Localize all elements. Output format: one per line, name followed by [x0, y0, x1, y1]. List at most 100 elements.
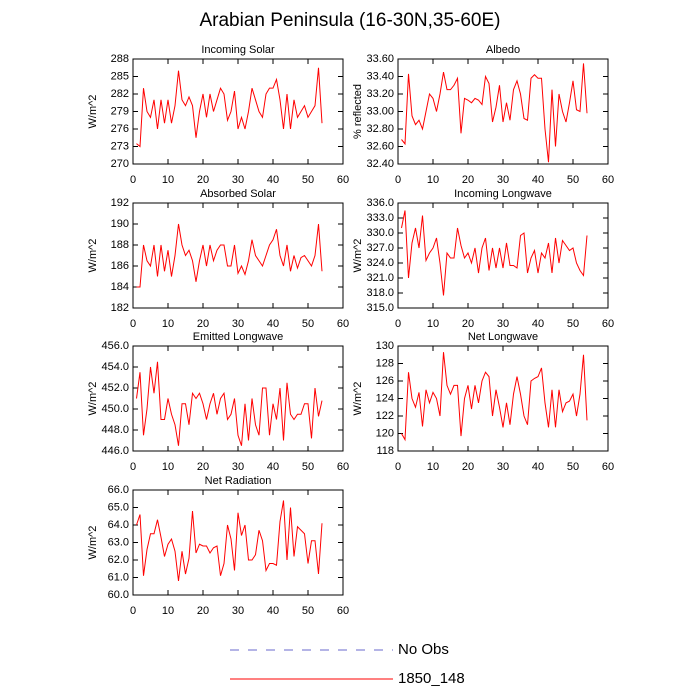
y-tick-label: 124: [376, 392, 394, 404]
y-tick-label: 321.0: [366, 272, 394, 284]
x-tick-label: 60: [337, 318, 349, 330]
y-tick-label: 126: [376, 375, 394, 387]
y-tick-label: 192: [111, 197, 129, 209]
x-tick-label: 50: [302, 318, 314, 330]
y-tick-label: 288: [111, 53, 129, 65]
x-tick-label: 60: [602, 461, 614, 473]
x-tick-label: 40: [267, 461, 279, 473]
x-tick-label: 30: [232, 461, 244, 473]
y-tick-label: 336.0: [366, 197, 394, 209]
panel-title: Absorbed Solar: [200, 188, 276, 200]
y-tick-label: 454.0: [101, 361, 129, 373]
x-tick-label: 60: [602, 174, 614, 186]
plot-frame: [397, 58, 609, 165]
y-tick-label: 122: [376, 410, 394, 422]
y-tick-label: 318.0: [366, 287, 394, 299]
x-tick-label: 0: [395, 318, 401, 330]
x-tick-label: 60: [337, 174, 349, 186]
x-tick-label: 30: [497, 174, 509, 186]
y-tick-label: 315.0: [366, 302, 394, 314]
x-tick-label: 30: [232, 318, 244, 330]
y-axis-label: W/m^2: [87, 382, 99, 416]
y-tick-label: 446.0: [101, 445, 129, 457]
panel-title: Net Radiation: [205, 475, 272, 487]
y-tick-label: 130: [376, 340, 394, 352]
y-axis-label: W/m^2: [87, 239, 99, 273]
x-tick-label: 0: [395, 174, 401, 186]
x-tick-label: 30: [497, 318, 509, 330]
y-tick-label: 270: [111, 158, 129, 170]
data-line: [136, 500, 323, 582]
x-tick-label: 50: [302, 461, 314, 473]
x-tick-label: 30: [497, 461, 509, 473]
x-tick-label: 0: [130, 605, 136, 617]
y-tick-label: 273: [111, 140, 129, 152]
y-tick-label: 327.0: [366, 242, 394, 254]
y-tick-label: 60.0: [108, 589, 129, 601]
y-tick-label: 285: [111, 70, 129, 82]
plot-frame: [132, 202, 344, 309]
y-tick-label: 186: [111, 260, 129, 272]
x-tick-label: 0: [130, 461, 136, 473]
y-tick-label: 128: [376, 357, 394, 369]
y-tick-label: 452.0: [101, 382, 129, 394]
x-tick-label: 10: [427, 318, 439, 330]
y-tick-label: 32.60: [366, 140, 394, 152]
x-tick-label: 40: [532, 174, 544, 186]
x-tick-label: 40: [267, 318, 279, 330]
data-line: [401, 210, 588, 296]
x-tick-label: 50: [567, 461, 579, 473]
y-tick-label: 330.0: [366, 227, 394, 239]
y-tick-label: 63.0: [108, 536, 129, 548]
x-tick-label: 50: [567, 174, 579, 186]
x-tick-label: 30: [232, 605, 244, 617]
x-tick-label: 10: [162, 461, 174, 473]
x-tick-label: 20: [462, 461, 474, 473]
x-tick-label: 0: [130, 174, 136, 186]
y-tick-label: 190: [111, 218, 129, 230]
plot-frame: [397, 202, 609, 309]
data-line: [401, 352, 588, 442]
x-tick-label: 40: [532, 318, 544, 330]
x-tick-label: 20: [197, 605, 209, 617]
y-tick-label: 450.0: [101, 403, 129, 415]
x-tick-label: 20: [197, 174, 209, 186]
data-line: [136, 67, 323, 148]
y-tick-label: 62.0: [108, 554, 129, 566]
y-tick-label: 33.00: [366, 105, 394, 117]
x-tick-label: 50: [567, 318, 579, 330]
y-tick-label: 33.20: [366, 88, 394, 100]
y-tick-label: 118: [376, 445, 394, 457]
y-tick-label: 324.0: [366, 257, 394, 269]
y-tick-label: 120: [376, 427, 394, 439]
x-tick-label: 20: [462, 174, 474, 186]
y-tick-label: 448.0: [101, 424, 129, 436]
plot-frame: [132, 489, 344, 596]
y-tick-label: 66.0: [108, 484, 129, 496]
x-tick-label: 50: [302, 174, 314, 186]
y-tick-label: 61.0: [108, 571, 129, 583]
panel-title: Incoming Longwave: [454, 188, 552, 200]
x-tick-label: 10: [162, 318, 174, 330]
legend-label: No Obs: [398, 641, 449, 658]
x-tick-label: 30: [232, 174, 244, 186]
x-tick-label: 40: [267, 174, 279, 186]
data-line: [136, 223, 323, 288]
y-tick-label: 279: [111, 105, 129, 117]
x-tick-label: 60: [602, 318, 614, 330]
panel-title: Emitted Longwave: [193, 331, 284, 343]
x-tick-label: 10: [427, 174, 439, 186]
y-tick-label: 32.80: [366, 123, 394, 135]
data-line: [401, 63, 588, 163]
y-tick-label: 276: [111, 123, 129, 135]
x-tick-label: 0: [395, 461, 401, 473]
x-tick-label: 10: [162, 605, 174, 617]
y-tick-label: 282: [111, 88, 129, 100]
y-axis-label: W/m^2: [87, 95, 99, 129]
y-tick-label: 333.0: [366, 212, 394, 224]
y-tick-label: 33.60: [366, 53, 394, 65]
panel-title: Incoming Solar: [201, 44, 275, 56]
y-axis-label: % reflected: [352, 84, 364, 139]
x-tick-label: 10: [162, 174, 174, 186]
